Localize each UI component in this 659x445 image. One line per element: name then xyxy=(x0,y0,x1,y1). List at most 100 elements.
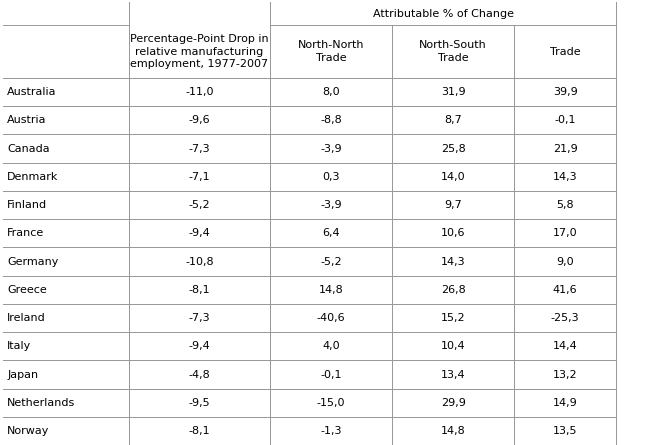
Bar xyxy=(270,389,392,417)
Text: 9,7: 9,7 xyxy=(444,200,462,210)
Bar xyxy=(270,2,616,25)
Text: Denmark: Denmark xyxy=(7,172,59,182)
Bar xyxy=(392,219,514,247)
Bar xyxy=(514,106,616,134)
Text: 31,9: 31,9 xyxy=(441,87,465,97)
Text: -4,8: -4,8 xyxy=(188,370,210,380)
Bar xyxy=(392,304,514,332)
Bar xyxy=(3,106,129,134)
Bar xyxy=(514,134,616,163)
Bar xyxy=(392,78,514,106)
Text: -7,1: -7,1 xyxy=(188,172,210,182)
Text: -8,8: -8,8 xyxy=(320,115,342,125)
Bar xyxy=(3,417,129,445)
Bar xyxy=(392,332,514,360)
Bar xyxy=(270,134,392,163)
Text: Percentage-Point Drop in
relative manufacturing
employment, 1977-2007: Percentage-Point Drop in relative manufa… xyxy=(130,34,269,69)
Bar xyxy=(3,2,129,25)
Text: 6,4: 6,4 xyxy=(322,228,340,238)
Bar xyxy=(129,2,270,78)
Bar xyxy=(392,191,514,219)
Text: -7,3: -7,3 xyxy=(188,144,210,154)
Text: 14,8: 14,8 xyxy=(319,285,343,295)
Bar xyxy=(392,134,514,163)
Text: -8,1: -8,1 xyxy=(188,285,210,295)
Bar xyxy=(3,191,129,219)
Bar xyxy=(3,163,129,191)
Text: Greece: Greece xyxy=(7,285,47,295)
Text: -1,3: -1,3 xyxy=(320,426,342,436)
Text: North-North
Trade: North-North Trade xyxy=(298,40,364,63)
Text: 26,8: 26,8 xyxy=(441,285,465,295)
Bar xyxy=(3,78,129,106)
Text: 13,2: 13,2 xyxy=(553,370,577,380)
Bar xyxy=(270,247,392,275)
Text: 17,0: 17,0 xyxy=(553,228,577,238)
Bar xyxy=(392,163,514,191)
Bar xyxy=(129,191,270,219)
Bar xyxy=(129,276,270,304)
Text: Italy: Italy xyxy=(7,341,32,351)
Bar xyxy=(270,219,392,247)
Bar xyxy=(514,78,616,106)
Bar xyxy=(392,389,514,417)
Text: 13,4: 13,4 xyxy=(441,370,465,380)
Bar xyxy=(392,276,514,304)
Text: 14,3: 14,3 xyxy=(441,257,465,267)
Bar xyxy=(129,389,270,417)
Text: 8,0: 8,0 xyxy=(322,87,340,97)
Bar xyxy=(270,360,392,389)
Text: Netherlands: Netherlands xyxy=(7,398,76,408)
Bar xyxy=(270,163,392,191)
Text: 13,5: 13,5 xyxy=(553,426,577,436)
Bar xyxy=(3,247,129,275)
Bar xyxy=(129,247,270,275)
Bar xyxy=(514,304,616,332)
Text: 15,2: 15,2 xyxy=(441,313,465,323)
Text: 5,8: 5,8 xyxy=(556,200,574,210)
Text: 8,7: 8,7 xyxy=(444,115,462,125)
Text: North-South
Trade: North-South Trade xyxy=(419,40,487,63)
Text: 41,6: 41,6 xyxy=(553,285,577,295)
Text: Australia: Australia xyxy=(7,87,57,97)
Bar xyxy=(129,219,270,247)
Bar xyxy=(514,360,616,389)
Bar xyxy=(514,332,616,360)
Bar xyxy=(270,25,392,78)
Text: -3,9: -3,9 xyxy=(320,144,342,154)
Bar xyxy=(3,304,129,332)
Bar xyxy=(129,417,270,445)
Bar xyxy=(392,360,514,389)
Bar xyxy=(270,106,392,134)
Bar xyxy=(3,332,129,360)
Bar xyxy=(392,417,514,445)
Bar xyxy=(514,219,616,247)
Text: 14,9: 14,9 xyxy=(553,398,577,408)
Bar xyxy=(270,78,392,106)
Text: 14,4: 14,4 xyxy=(553,341,577,351)
Bar xyxy=(129,163,270,191)
Text: -9,4: -9,4 xyxy=(188,228,210,238)
Bar xyxy=(514,389,616,417)
Bar xyxy=(270,191,392,219)
Text: -11,0: -11,0 xyxy=(185,87,214,97)
Text: 4,0: 4,0 xyxy=(322,341,340,351)
Bar xyxy=(392,247,514,275)
Text: Germany: Germany xyxy=(7,257,59,267)
Text: Ireland: Ireland xyxy=(7,313,46,323)
Text: -5,2: -5,2 xyxy=(188,200,210,210)
Text: Austria: Austria xyxy=(7,115,47,125)
Text: -9,6: -9,6 xyxy=(188,115,210,125)
Text: 14,3: 14,3 xyxy=(553,172,577,182)
Text: -25,3: -25,3 xyxy=(551,313,579,323)
Text: France: France xyxy=(7,228,45,238)
Bar xyxy=(514,163,616,191)
Text: Norway: Norway xyxy=(7,426,49,436)
Text: -0,1: -0,1 xyxy=(554,115,576,125)
Text: -9,5: -9,5 xyxy=(188,398,210,408)
Bar xyxy=(3,25,129,78)
Bar xyxy=(129,106,270,134)
Text: Finland: Finland xyxy=(7,200,47,210)
Bar xyxy=(270,332,392,360)
Text: -8,1: -8,1 xyxy=(188,426,210,436)
